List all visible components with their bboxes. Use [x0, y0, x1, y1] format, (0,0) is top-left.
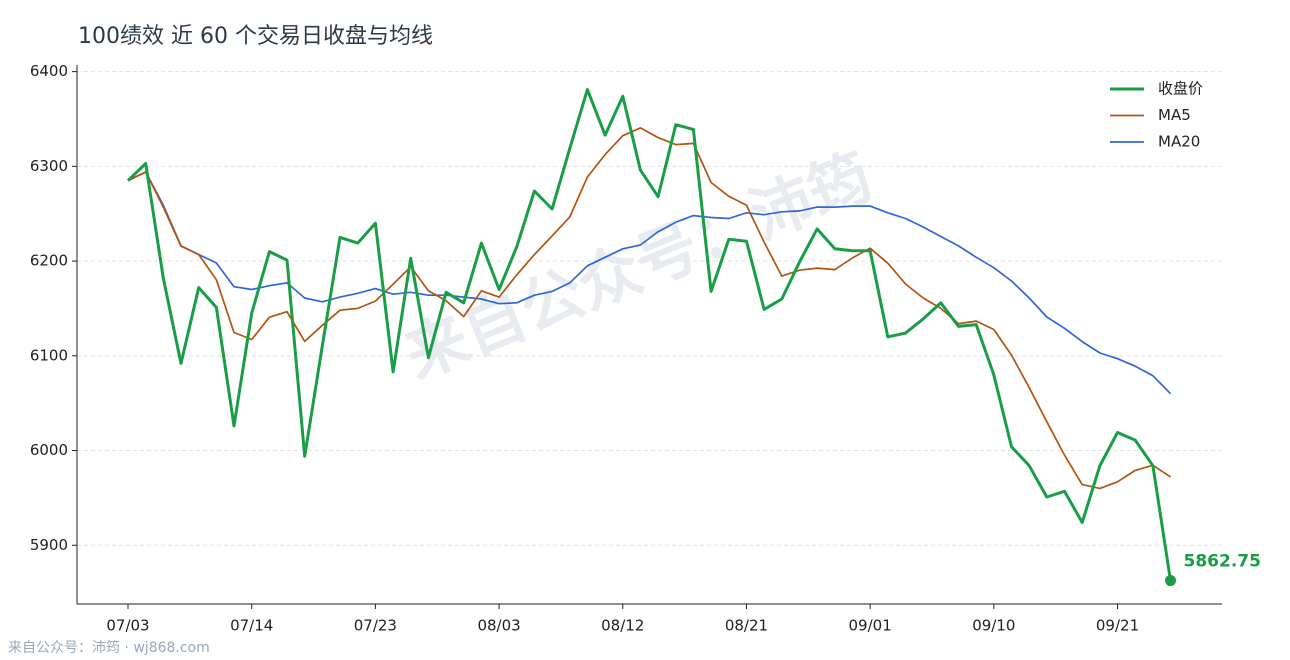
- chart-title: 100绩效 近 60 个交易日收盘与均线: [78, 24, 433, 49]
- x-tick-label: 07/23: [354, 617, 397, 635]
- y-tick-label: 6300: [30, 157, 68, 175]
- series-line: [127, 127, 1171, 490]
- x-tick-label: 07/03: [106, 617, 149, 635]
- y-tick-label: 5900: [30, 536, 68, 554]
- y-tick-label: 6000: [30, 441, 68, 459]
- x-tick-label: 07/14: [230, 617, 273, 635]
- legend-label: 收盘价: [1158, 80, 1203, 98]
- x-tick-label: 09/10: [972, 617, 1015, 635]
- last-point: [1165, 575, 1177, 587]
- footer: 来自公众号：沛筠 · wj868.com: [8, 639, 210, 656]
- watermark: 来自公众号：沛筠: [395, 139, 882, 392]
- data-label: 5862.75: [1184, 552, 1261, 572]
- x-tick-label: 08/21: [725, 617, 768, 635]
- y-tick-label: 6200: [30, 252, 68, 270]
- x-tick-label: 08/12: [601, 617, 644, 635]
- series-line: [126, 88, 1172, 581]
- x-tick-label: 09/21: [1096, 617, 1139, 635]
- legend-label: MA5: [1158, 106, 1191, 124]
- series-line: [127, 171, 1172, 395]
- legend-label: MA20: [1158, 133, 1200, 151]
- x-tick-label: 08/03: [477, 617, 520, 635]
- y-tick-label: 6400: [30, 62, 68, 80]
- x-tick-label: 09/01: [849, 617, 892, 635]
- y-tick-label: 6100: [30, 346, 68, 364]
